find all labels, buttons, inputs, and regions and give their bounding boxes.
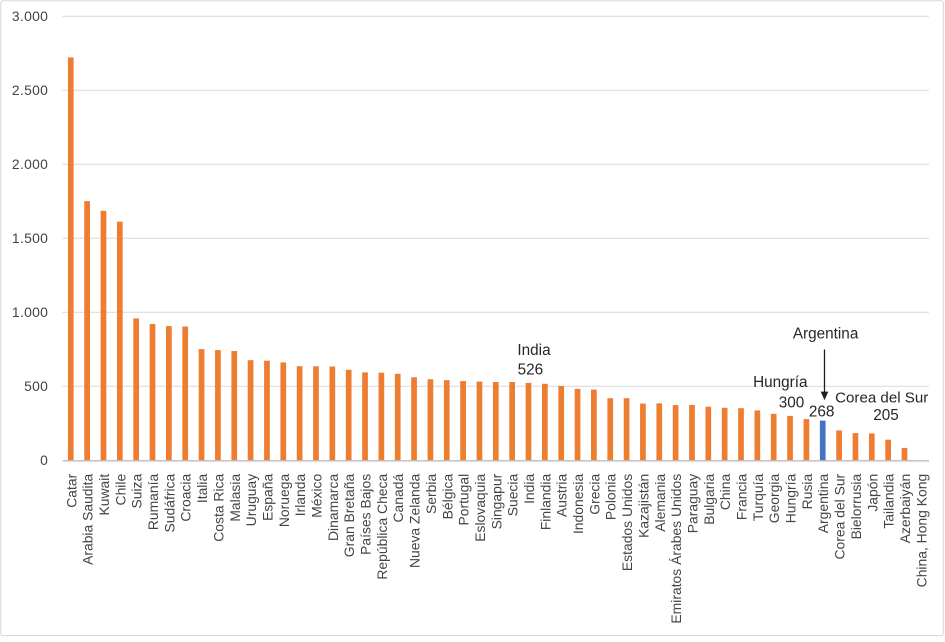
svg-text:Chile: Chile: [112, 474, 128, 506]
svg-text:Hungría: Hungría: [753, 374, 808, 391]
svg-text:Argentina: Argentina: [793, 326, 859, 343]
svg-text:268: 268: [809, 403, 835, 420]
svg-text:Canadá: Canadá: [390, 474, 406, 523]
svg-text:0: 0: [40, 452, 48, 468]
svg-text:Corea del Sur: Corea del Sur: [835, 389, 928, 406]
svg-text:República Checa: República Checa: [374, 474, 390, 580]
svg-text:Suiza: Suiza: [129, 474, 145, 509]
svg-text:Portugal: Portugal: [456, 474, 472, 526]
svg-text:Austria: Austria: [554, 474, 570, 518]
svg-text:Singapur: Singapur: [488, 473, 504, 529]
svg-text:Argentina: Argentina: [815, 474, 831, 534]
svg-text:Rumanía: Rumanía: [145, 474, 161, 531]
svg-text:Bielorrusia: Bielorrusia: [848, 474, 864, 540]
svg-text:México: México: [308, 474, 324, 518]
svg-text:Países Bajos: Países Bajos: [358, 474, 374, 555]
svg-text:3.000: 3.000: [12, 8, 48, 24]
svg-text:Alemania: Alemania: [652, 474, 668, 532]
svg-text:Kuwait: Kuwait: [96, 474, 112, 516]
svg-text:Georgia: Georgia: [766, 474, 782, 524]
svg-text:China: China: [717, 474, 733, 511]
svg-text:Polonia: Polonia: [603, 474, 619, 521]
svg-text:Paraguay: Paraguay: [684, 474, 700, 534]
svg-text:Finlandia: Finlandia: [537, 474, 553, 531]
svg-text:Noruega: Noruega: [276, 474, 292, 528]
svg-text:Turquía: Turquía: [750, 474, 766, 522]
svg-text:Costa Rica: Costa Rica: [210, 474, 226, 542]
svg-text:Croacia: Croacia: [178, 474, 194, 522]
svg-text:Tailandia: Tailandia: [881, 474, 897, 529]
svg-text:Azerbaiyán: Azerbaiyán: [897, 474, 913, 544]
svg-text:Indonesia: Indonesia: [570, 474, 586, 535]
svg-text:Francia: Francia: [734, 474, 750, 521]
svg-text:India: India: [521, 474, 537, 504]
svg-text:Nueva Zelanda: Nueva Zelanda: [407, 474, 423, 568]
svg-text:300: 300: [779, 395, 805, 412]
svg-text:Kazajistán: Kazajistán: [635, 474, 651, 538]
svg-text:Japón: Japón: [864, 474, 880, 512]
svg-text:2.000: 2.000: [12, 156, 48, 172]
svg-text:Suecia: Suecia: [505, 474, 521, 517]
svg-text:India: India: [517, 342, 551, 359]
svg-text:Italia: Italia: [194, 474, 210, 504]
svg-text:205: 205: [873, 407, 899, 424]
svg-text:Sudáfrica: Sudáfrica: [161, 474, 177, 533]
svg-text:Arabia Saudita: Arabia Saudita: [80, 474, 96, 565]
svg-text:Emiratos Árabes Unidos: Emiratos Árabes Unidos: [668, 474, 684, 624]
svg-text:Bélgica: Bélgica: [439, 474, 455, 520]
svg-text:500: 500: [24, 378, 48, 394]
svg-text:Grecia: Grecia: [586, 474, 602, 515]
svg-text:Bulgaria: Bulgaria: [701, 474, 717, 525]
svg-text:China, Hong Kong: China, Hong Kong: [913, 474, 929, 588]
svg-text:1.500: 1.500: [12, 230, 48, 246]
svg-text:Dinamarca: Dinamarca: [325, 474, 341, 541]
svg-text:Irlanda: Irlanda: [292, 474, 308, 517]
svg-text:Serbia: Serbia: [423, 474, 439, 514]
svg-text:Catar: Catar: [63, 473, 79, 507]
svg-text:1.000: 1.000: [12, 304, 48, 320]
svg-text:Eslovaquia: Eslovaquia: [472, 474, 488, 542]
svg-text:España: España: [259, 474, 275, 521]
svg-text:Uruguay: Uruguay: [243, 474, 259, 527]
svg-text:Rusia: Rusia: [799, 474, 815, 510]
svg-text:2.500: 2.500: [12, 82, 48, 98]
svg-text:526: 526: [518, 361, 544, 378]
svg-text:Malasia: Malasia: [227, 474, 243, 522]
svg-text:Gran Bretaña: Gran Bretaña: [341, 474, 357, 558]
svg-text:Hungría: Hungría: [783, 474, 799, 524]
svg-text:Corea del Sur: Corea del Sur: [832, 473, 848, 559]
svg-text:Estados Unidos: Estados Unidos: [619, 474, 635, 571]
